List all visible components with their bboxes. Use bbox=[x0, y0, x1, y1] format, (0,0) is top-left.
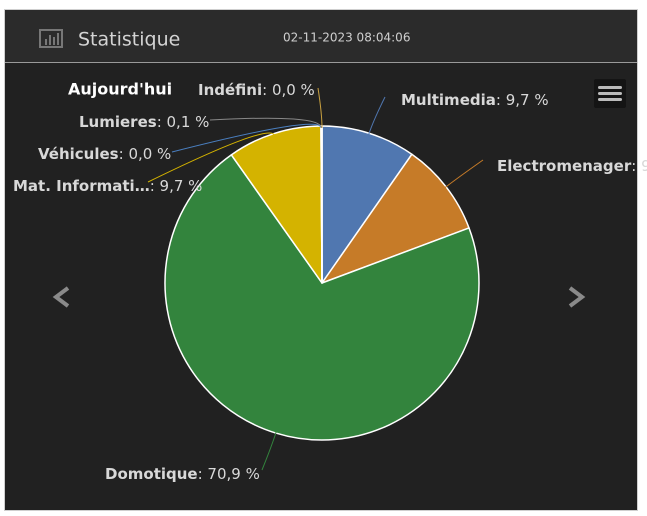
data-label: Mat. Informati…: 9,7 % bbox=[13, 177, 202, 195]
label-value: 9,7 % bbox=[506, 91, 549, 109]
connector bbox=[317, 87, 323, 129]
label-separator: : bbox=[631, 157, 641, 175]
label-value: 70,9 % bbox=[207, 465, 259, 483]
panel-header bbox=[5, 10, 637, 62]
data-label: Domotique: 70,9 % bbox=[105, 465, 260, 483]
data-label: Lumieres: 0,1 % bbox=[79, 113, 209, 131]
header-title: Statistique bbox=[78, 29, 180, 51]
label-value: 0,1 % bbox=[167, 113, 210, 131]
label-separator: : bbox=[157, 113, 167, 131]
data-label: Véhicules: 0,0 % bbox=[38, 145, 171, 163]
connector bbox=[171, 123, 322, 153]
label-separator: : bbox=[198, 465, 208, 483]
connector bbox=[147, 132, 276, 183]
data-label: Electromenager: 9,6 % bbox=[497, 157, 647, 175]
label-separator: : bbox=[150, 177, 160, 195]
timestamp: 02-11-2023 08:04:06 bbox=[283, 31, 410, 45]
connector bbox=[368, 96, 386, 136]
label-value: 0,0 % bbox=[128, 145, 171, 163]
label-name: Mat. Informati… bbox=[13, 177, 150, 195]
connector bbox=[261, 431, 277, 471]
label-separator: : bbox=[119, 145, 129, 163]
chart-title: Aujourd'hui bbox=[68, 80, 172, 99]
label-separator: : bbox=[496, 91, 506, 109]
connector bbox=[444, 159, 484, 189]
data-label: Multimedia: 9,7 % bbox=[401, 91, 549, 109]
label-value: 0,0 % bbox=[272, 81, 315, 99]
label-name: Véhicules bbox=[38, 145, 119, 163]
connector bbox=[209, 117, 323, 129]
pie: Multimedia: 9,7 % Electromenager: 9,6 % Do… bbox=[13, 81, 647, 483]
label-value: 9,7 % bbox=[160, 177, 203, 195]
label-name: Lumieres bbox=[79, 113, 157, 131]
pie-slice bbox=[230, 125, 323, 284]
menu-button[interactable] bbox=[594, 79, 626, 108]
stats-icon bbox=[39, 29, 63, 48]
label-name: Domotique bbox=[105, 465, 198, 483]
data-label: Indéfini: 0,0 % bbox=[198, 81, 315, 99]
label-name: Electromenager bbox=[497, 157, 632, 175]
label-name: Indéfini bbox=[198, 81, 262, 99]
label-name: Multimedia bbox=[401, 91, 496, 109]
label-separator: : bbox=[262, 81, 272, 99]
next-arrow[interactable] bbox=[568, 286, 586, 308]
prev-arrow[interactable] bbox=[52, 286, 70, 308]
label-value: 9,6 % bbox=[641, 157, 647, 175]
